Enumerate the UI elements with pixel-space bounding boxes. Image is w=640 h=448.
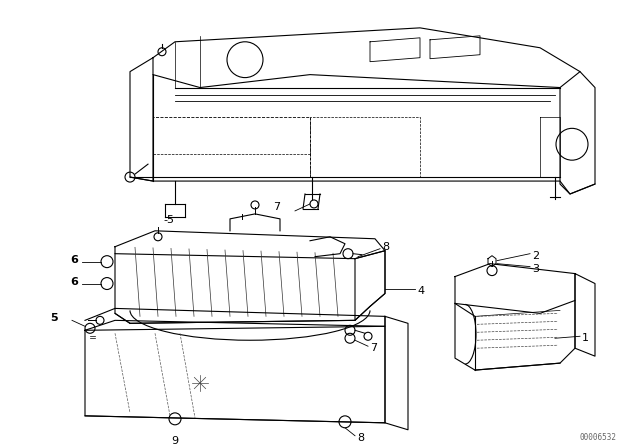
Text: 2: 2 [532,251,539,261]
Text: 6: 6 [70,254,78,265]
Text: 8: 8 [382,242,389,252]
Text: 4: 4 [417,285,424,296]
Text: 7: 7 [370,343,377,353]
Text: 00006532: 00006532 [580,433,617,442]
Text: 3: 3 [532,263,539,274]
Text: 9: 9 [172,436,179,446]
Text: -5: -5 [163,215,174,225]
Text: 8: 8 [357,433,364,443]
Text: 6: 6 [70,276,78,287]
Text: 5: 5 [51,313,58,323]
Text: 7: 7 [273,202,280,212]
Text: 1: 1 [582,333,589,343]
